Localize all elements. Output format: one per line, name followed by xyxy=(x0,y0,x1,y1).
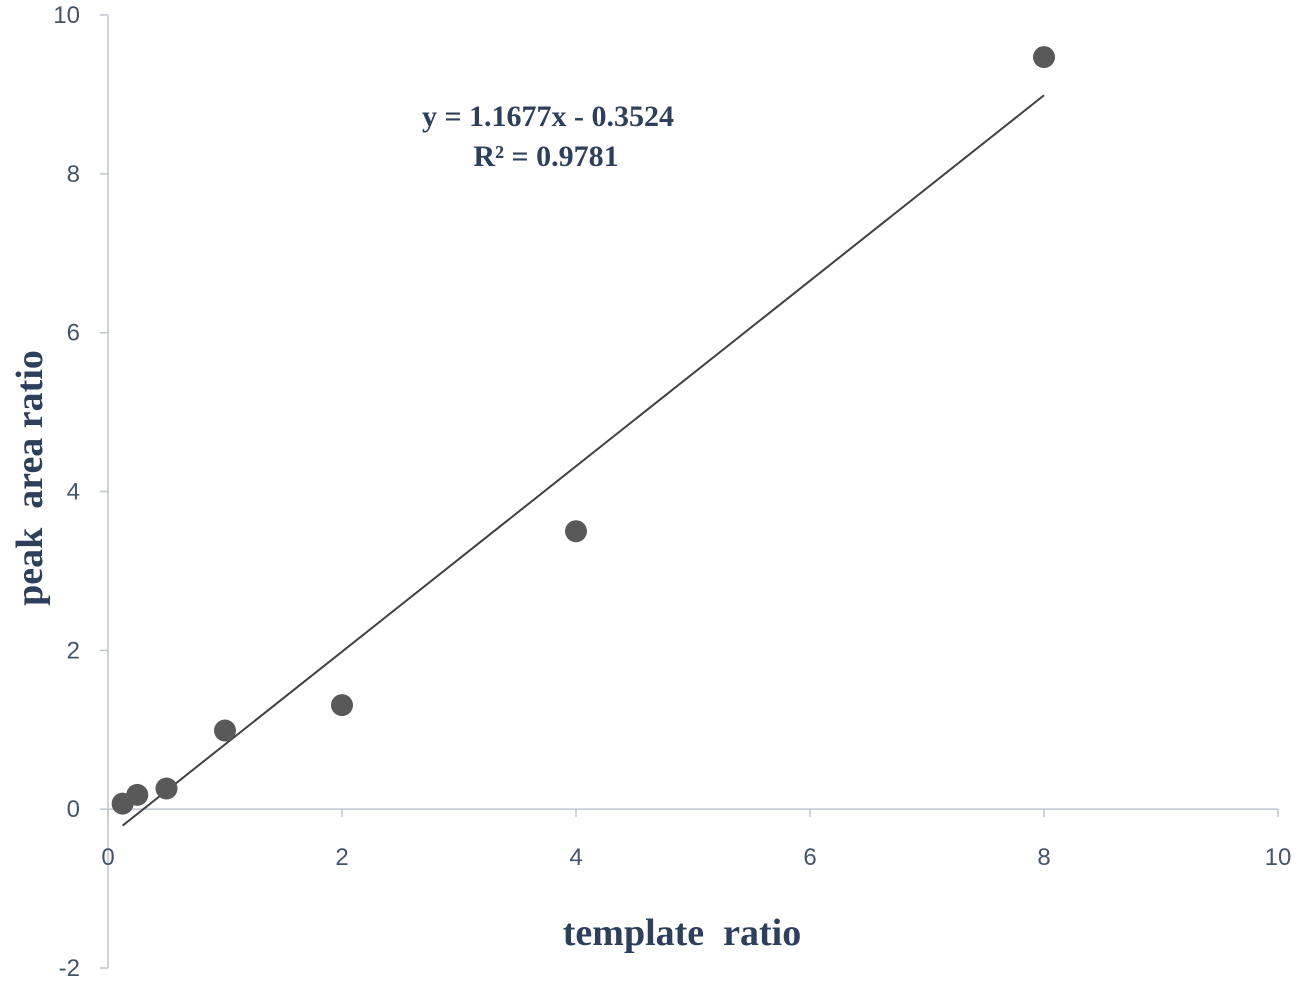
x-tick-label: 2 xyxy=(335,844,348,871)
trendline-equation: y = 1.1677x - 0.3524 xyxy=(422,100,674,133)
trendline xyxy=(122,94,1045,827)
point xyxy=(214,719,236,742)
y-tick-label: 4 xyxy=(67,479,80,506)
x-tick-label: 4 xyxy=(569,844,582,871)
point xyxy=(565,520,587,543)
point xyxy=(1033,46,1055,69)
x-axis-title: template ratio xyxy=(563,912,801,954)
r-squared: R² = 0.9781 xyxy=(473,140,618,173)
y-tick-label: 8 xyxy=(67,161,80,188)
point xyxy=(155,777,178,800)
y-tick-label: 6 xyxy=(67,320,80,347)
y-tick-label: -2 xyxy=(59,955,80,982)
y-tick-label: 10 xyxy=(53,2,80,29)
x-tick-label: 10 xyxy=(1265,844,1292,871)
point xyxy=(331,694,353,717)
y-tick-label: 0 xyxy=(67,796,80,823)
x-tick-label: 0 xyxy=(101,844,114,871)
y-axis-title: peak area ratio xyxy=(9,350,51,606)
y-tick-label: 2 xyxy=(67,637,80,664)
x-tick-label: 6 xyxy=(803,844,816,871)
point xyxy=(126,783,149,806)
x-tick-label: 8 xyxy=(1037,844,1050,871)
